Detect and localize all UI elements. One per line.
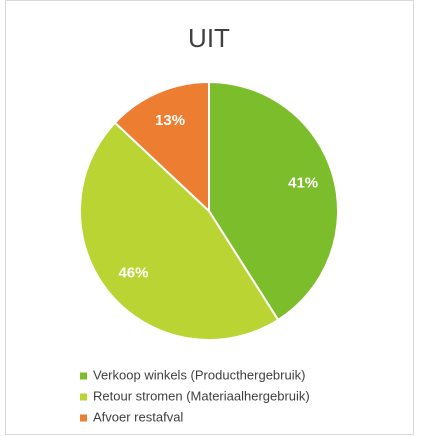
value-label: 13% [155, 112, 185, 129]
legend-swatch [80, 414, 87, 422]
value-label: 46% [118, 264, 148, 281]
legend-label: Verkoop winkels (Producthergebruik) [93, 367, 305, 382]
pie-slice [113, 80, 210, 214]
chart-title: UIT [188, 23, 230, 53]
legend-swatch [80, 393, 87, 401]
legend-label: Afvoer restafval [93, 409, 183, 424]
pie-slice [79, 121, 280, 341]
value-label: 41% [288, 175, 318, 192]
legend-swatch [80, 372, 87, 380]
legend-label: Retour stromen (Materiaalhergebruik) [93, 388, 310, 403]
